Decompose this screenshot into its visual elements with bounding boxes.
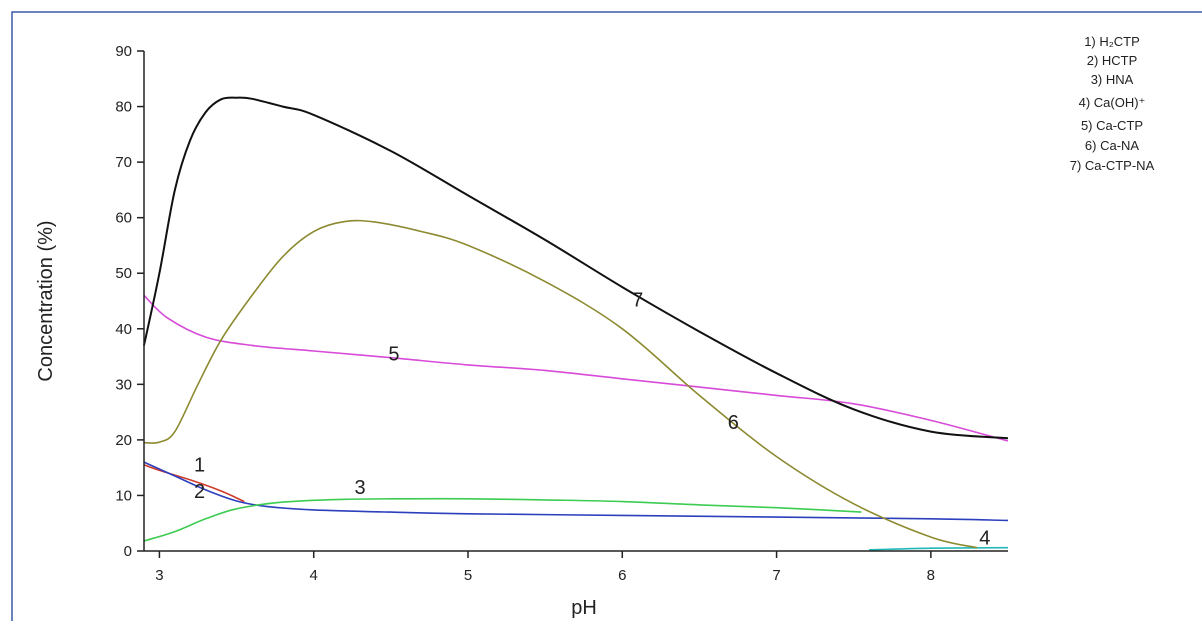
y-tick-label: 70: [115, 154, 132, 171]
curve-label-4: 4: [979, 527, 990, 549]
y-tick-label: 90: [115, 43, 132, 60]
y-tick-label: 40: [115, 321, 132, 338]
series-line-4: [869, 546, 1009, 551]
series-line-5: [143, 294, 1009, 442]
x-tick-label: 8: [927, 567, 935, 584]
x-tick-label: 5: [464, 567, 472, 584]
x-axis-title: pH: [571, 597, 597, 619]
x-tick-label: 4: [310, 567, 318, 584]
series-line-7: [143, 96, 1009, 440]
y-tick-label: 10: [115, 487, 132, 504]
y-tick-label: 20: [115, 432, 132, 449]
legend-entry: 3) HNA: [1091, 72, 1134, 87]
y-tick-label: 50: [115, 265, 132, 282]
series-line-2: [143, 461, 1009, 522]
frame-border: [11, 11, 1202, 626]
series-line-1: [143, 464, 245, 503]
legend-entry: 1) H₂CTP: [1084, 34, 1140, 49]
curve-label-5: 5: [388, 343, 399, 365]
legend-entry: 7) Ca-CTP-NA: [1070, 158, 1155, 173]
curve-label-2: 2: [194, 481, 205, 503]
y-tick-label: 60: [115, 210, 132, 227]
series-line-3: [143, 497, 862, 542]
curve-label-6: 6: [728, 412, 739, 434]
y-tick-label: 0: [124, 543, 132, 560]
series-line-6: [143, 219, 978, 549]
legend-entry: 5) Ca-CTP: [1081, 118, 1143, 133]
y-axis-title: Concentration (%): [35, 220, 57, 381]
y-tick-label: 30: [115, 376, 132, 393]
curve-label-1: 1: [194, 455, 205, 477]
y-tick-label: 80: [115, 99, 132, 116]
curve-label-3: 3: [354, 477, 365, 499]
x-tick-label: 3: [155, 567, 163, 584]
series-layer: [143, 96, 1009, 551]
x-tick-label: 7: [772, 567, 780, 584]
legend-entry: 4) Ca(OH)⁺: [1079, 95, 1146, 110]
x-tick-label: 6: [618, 567, 626, 584]
curve-labels: 1 2 3 4 5 6 7: [194, 290, 990, 550]
legend-entry: 2) HCTP: [1087, 53, 1138, 68]
legend: 1) H₂CTP 2) HCTP 3) HNA 4) Ca(OH)⁺ 5) Ca…: [1070, 34, 1155, 173]
x-axis-ticks: 3 4 5 6 7 8: [155, 551, 935, 584]
curve-label-7: 7: [632, 290, 643, 312]
legend-entry: 6) Ca-NA: [1085, 138, 1140, 153]
y-axis-ticks: 0 10 20 30 40 50 60 70 80 90: [115, 43, 144, 560]
